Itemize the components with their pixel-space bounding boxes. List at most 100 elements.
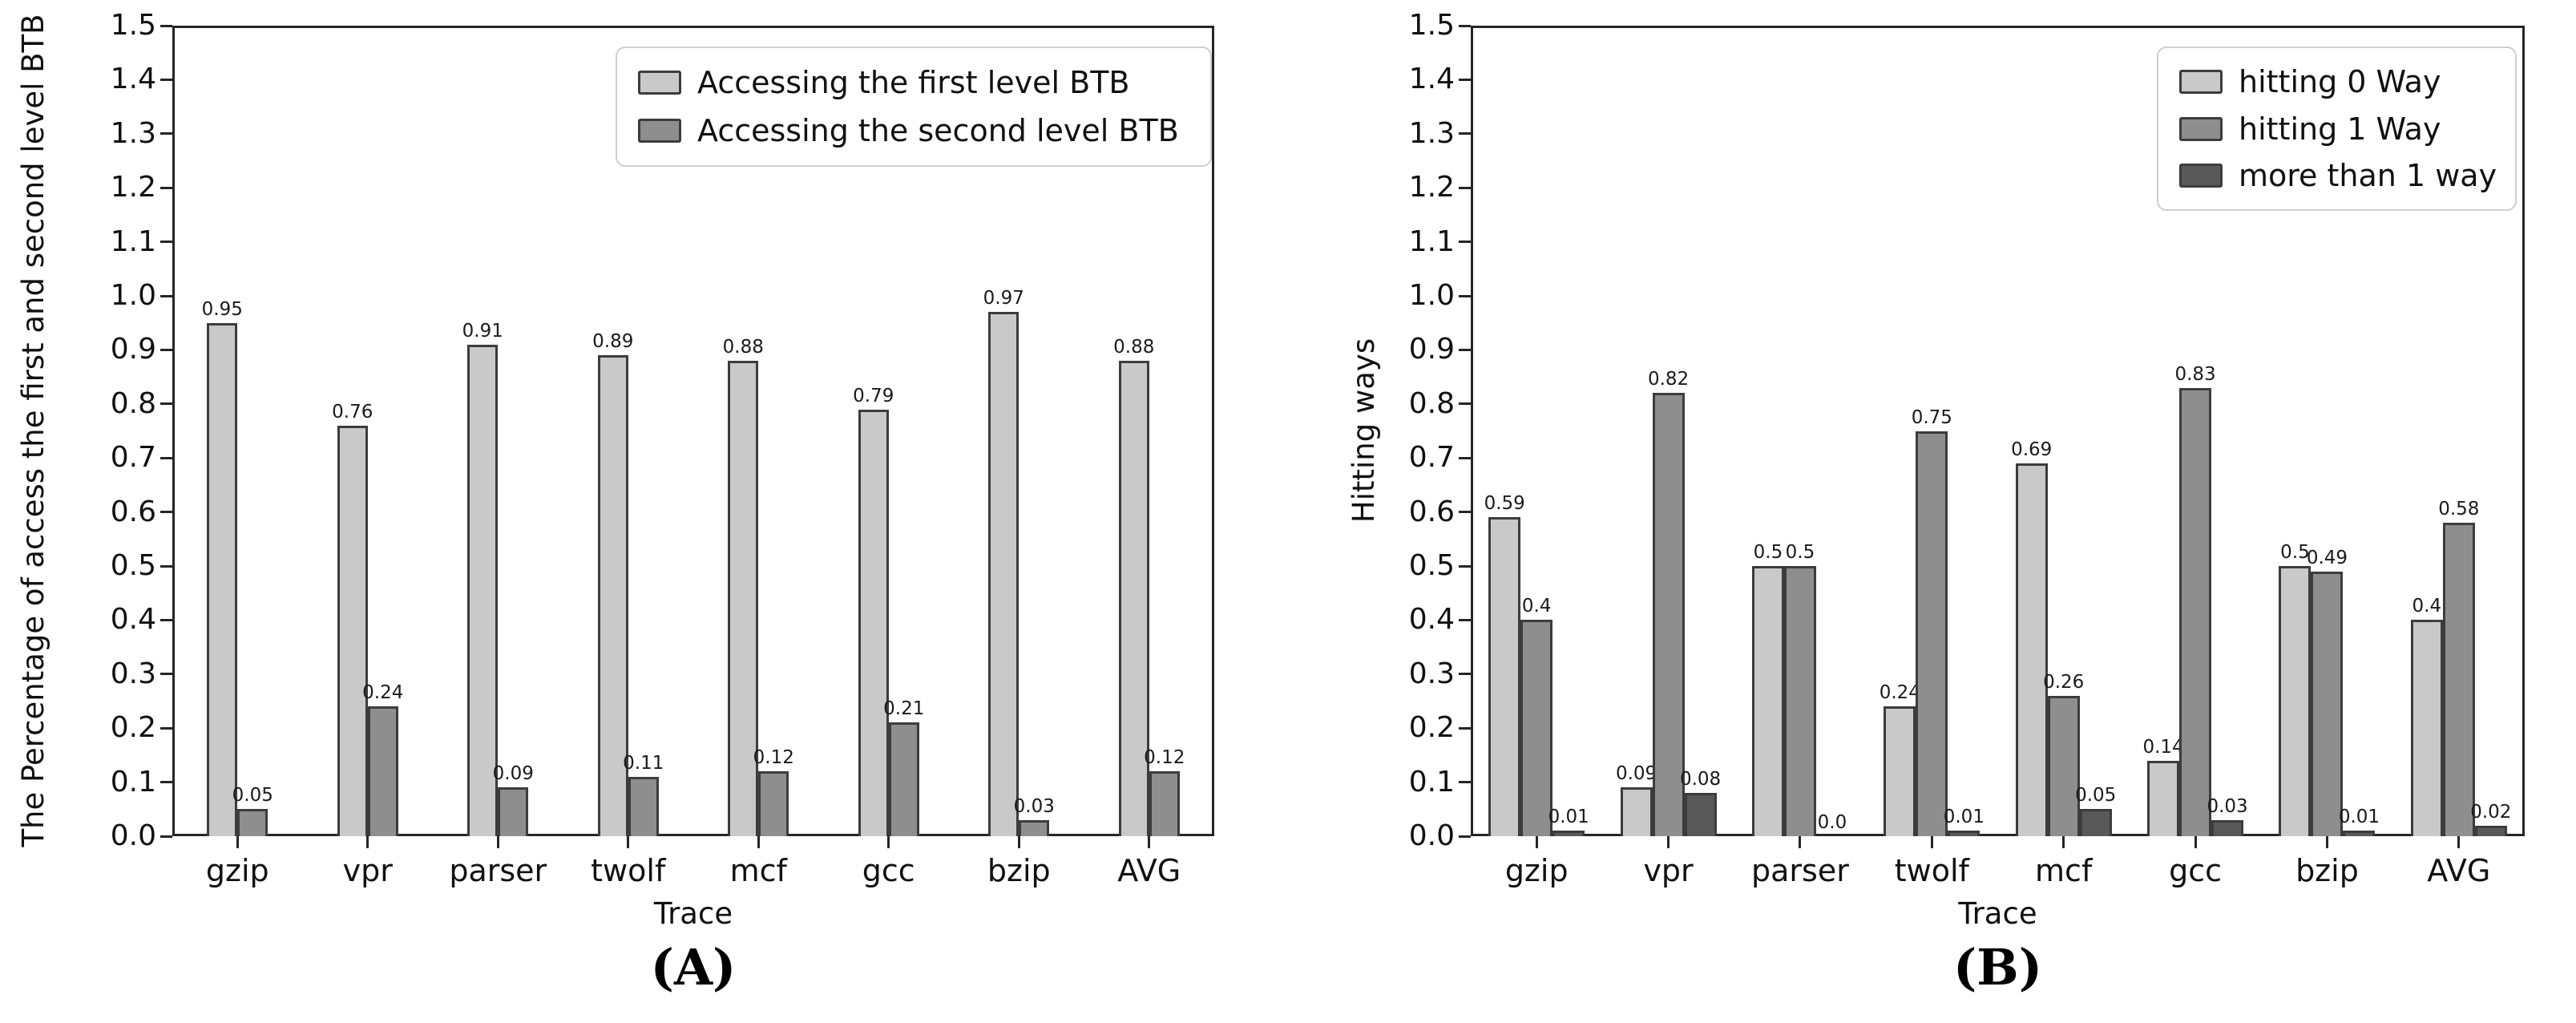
x-axis-category-label: vpr — [342, 853, 393, 888]
bar-value-label: 0.59 — [1484, 493, 1525, 515]
y-axis-tick-label: 0.4 — [110, 603, 156, 637]
y-axis-tick-label: 0.0 — [1408, 819, 1455, 852]
bar-AVG-hitting-0-way — [2410, 620, 2443, 836]
y-axis-tick-label: 1.4 — [1408, 63, 1455, 96]
legend-row: hitting 0 Way — [2179, 64, 2507, 99]
bar-bzip-hitting-0-way — [2279, 566, 2312, 836]
bar-gcc-more-than-1-way — [2211, 819, 2244, 836]
y-axis-tick-label: 0.5 — [110, 549, 156, 582]
y-axis-tick-label: 0.9 — [1408, 333, 1455, 366]
y-axis-tick-label: 0.2 — [1408, 711, 1455, 745]
y-axis-tick — [1459, 78, 1471, 81]
y-axis-tick-label: 1.3 — [1408, 116, 1455, 150]
bar-AVG-accessing-the-first-level-btb — [1118, 360, 1149, 836]
bar-value-label: 0.01 — [1548, 807, 1589, 828]
bar-value-label: 0.08 — [1679, 769, 1722, 790]
y-axis-tick-label: 0.0 — [110, 819, 156, 852]
x-axis-category-label: AVG — [1117, 853, 1181, 888]
legend: hitting 0 Way hitting 1 Way more than 1 wa… — [2157, 46, 2517, 211]
x-axis-category-label: twolf — [1894, 853, 1969, 888]
bar-vpr-hitting-1-way — [1652, 393, 1685, 836]
x-axis-tick — [1017, 836, 1020, 848]
bar-mcf-more-than-1-way — [2079, 809, 2112, 836]
y-axis-tick — [160, 186, 172, 189]
x-axis-category-label: bzip — [987, 853, 1051, 888]
bar-twolf-hitting-0-way — [1884, 706, 1916, 836]
bar-value-label: 0.91 — [462, 320, 503, 342]
x-axis-tick — [1930, 836, 1933, 848]
legend-swatch-accessing-the-second-level-btb — [638, 118, 681, 143]
legend-row: Accessing the second level BTB — [638, 113, 1202, 148]
bar-twolf-hitting-1-way — [1916, 431, 1948, 836]
y-axis-tick — [160, 348, 172, 351]
y-axis-tick — [1459, 186, 1471, 189]
y-axis-tick-label: 0.7 — [1408, 441, 1455, 475]
bar-gzip-hitting-1-way — [1520, 620, 1553, 836]
y-axis-tick — [160, 402, 172, 406]
bar-gzip-hitting-0-way — [1488, 517, 1521, 836]
x-axis-tick — [2325, 836, 2328, 848]
bar-parser-accessing-the-first-level-btb — [467, 344, 499, 836]
legend-label: hitting 1 Way — [2239, 111, 2441, 147]
bar-bzip-accessing-the-first-level-btb — [988, 312, 1019, 836]
x-axis-title: Trace — [653, 896, 733, 931]
legend: Accessing the first level BTB Accessing t… — [616, 46, 1212, 167]
y-axis-tick-label: 0.8 — [1408, 386, 1455, 420]
bar-value-label: 0.0 — [1817, 812, 1847, 833]
legend-label: Accessing the first level BTB — [697, 65, 1130, 101]
y-axis-tick — [1459, 673, 1471, 676]
x-axis-category-label: vpr — [1643, 853, 1694, 888]
x-axis-tick — [1667, 836, 1670, 848]
bar-value-label: 0.49 — [2306, 547, 2348, 568]
bar-gzip-accessing-the-second-level-btb — [237, 809, 269, 836]
bar-gcc-accessing-the-first-level-btb — [858, 409, 889, 836]
bar-value-label: 0.88 — [1113, 336, 1155, 358]
y-axis-tick — [160, 835, 172, 838]
y-axis-tick-label: 0.6 — [110, 495, 156, 528]
bar-twolf-more-than-1-way — [1948, 831, 1980, 836]
legend-row: Accessing the first level BTB — [638, 65, 1202, 100]
bar-vpr-hitting-0-way — [1620, 787, 1653, 836]
y-axis-tick — [1459, 726, 1471, 730]
bar-value-label: 0.12 — [753, 747, 794, 769]
y-axis-tick — [160, 294, 172, 297]
y-axis-tick-label: 0.3 — [110, 657, 156, 690]
bar-AVG-accessing-the-second-level-btb — [1149, 771, 1180, 836]
bar-value-label: 0.4 — [2412, 596, 2442, 617]
y-axis-tick — [160, 78, 172, 81]
bar-value-label: 0.83 — [2174, 363, 2216, 385]
y-axis-tick-label: 0.9 — [110, 333, 156, 366]
y-axis-title: Hitting ways — [1347, 338, 1381, 524]
y-axis-tick — [160, 564, 172, 568]
x-axis-tick — [887, 836, 890, 848]
y-axis-tick-label: 1.0 — [110, 279, 156, 312]
y-axis-tick — [160, 456, 172, 459]
bar-value-label: 0.03 — [2207, 795, 2248, 817]
y-axis-tick — [1459, 456, 1471, 459]
x-axis-tick — [757, 836, 760, 848]
bar-gcc-accessing-the-second-level-btb — [888, 722, 919, 836]
bar-bzip-more-than-1-way — [2343, 831, 2376, 836]
bar-value-label: 0.26 — [2043, 671, 2085, 693]
y-axis-tick-label: 1.2 — [110, 171, 156, 204]
bar-bzip-accessing-the-second-level-btb — [1019, 819, 1050, 836]
y-axis-tick — [1459, 835, 1471, 838]
bar-twolf-accessing-the-second-level-btb — [628, 776, 659, 836]
bar-value-label: 0.24 — [1879, 682, 1920, 704]
y-axis-tick — [160, 241, 172, 244]
x-axis-tick — [1148, 836, 1151, 848]
y-axis-tick — [160, 726, 172, 730]
bar-value-label: 0.76 — [332, 401, 373, 423]
bar-value-label: 0.21 — [883, 698, 925, 720]
bar-value-label: 0.05 — [2075, 785, 2117, 807]
bar-vpr-more-than-1-way — [1684, 793, 1717, 836]
y-axis-tick-label: 1.4 — [110, 63, 156, 96]
y-axis-tick — [1459, 24, 1471, 27]
y-axis-tick-label: 0.8 — [110, 386, 156, 420]
bar-value-label: 0.82 — [1647, 369, 1690, 390]
legend-label: hitting 0 Way — [2239, 64, 2441, 100]
x-axis-tick — [236, 836, 239, 848]
bar-value-label: 0.09 — [492, 763, 534, 785]
